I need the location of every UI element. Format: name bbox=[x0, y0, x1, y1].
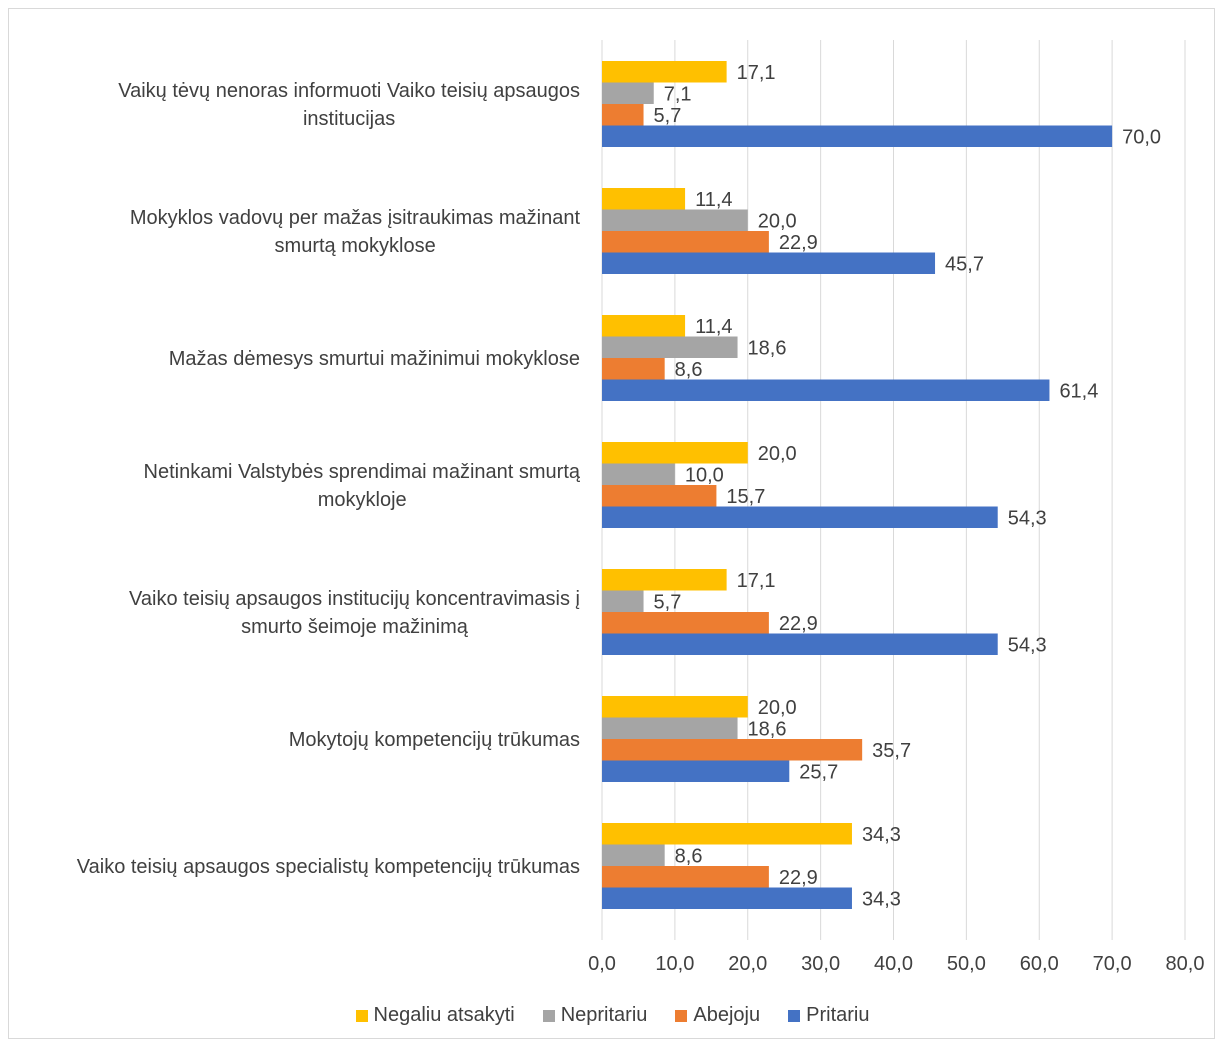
data-label: 11,4 bbox=[695, 316, 732, 338]
bar bbox=[602, 844, 665, 866]
legend-label: Negaliu atsakyti bbox=[373, 1004, 515, 1026]
legend-swatch bbox=[542, 1009, 555, 1022]
bar bbox=[602, 506, 998, 528]
legend-item: Nepritariu bbox=[542, 1004, 648, 1027]
bar bbox=[602, 485, 717, 507]
bar bbox=[602, 887, 852, 909]
bar bbox=[602, 739, 863, 761]
data-label: 54,3 bbox=[1008, 507, 1047, 529]
bar bbox=[602, 315, 686, 337]
data-label: 18,6 bbox=[748, 337, 787, 359]
legend-item: Negaliu atsakyti bbox=[355, 1004, 515, 1027]
data-label: 15,7 bbox=[726, 486, 765, 508]
data-label: 34,3 bbox=[862, 824, 901, 846]
data-label: 22,9 bbox=[779, 867, 818, 889]
bar bbox=[602, 760, 790, 782]
category-label: Vaiko teisių apsaugos specialistų kompet… bbox=[77, 856, 580, 878]
data-labels: 17,17,15,770,011,420,022,945,711,418,68,… bbox=[654, 62, 1162, 911]
bar bbox=[602, 358, 665, 380]
bar bbox=[602, 717, 738, 739]
bar bbox=[602, 188, 686, 210]
bar bbox=[602, 696, 748, 718]
category-label: Mokyklos vadovų per mažas įsitraukimas m… bbox=[130, 207, 581, 229]
legend-label: Pritariu bbox=[806, 1004, 870, 1026]
legend-item: Pritariu bbox=[788, 1004, 869, 1027]
data-label: 22,9 bbox=[779, 613, 818, 635]
data-label: 70,0 bbox=[1122, 126, 1161, 148]
bar bbox=[602, 379, 1050, 401]
data-label: 5,7 bbox=[654, 105, 682, 127]
category-label: institucijas bbox=[303, 108, 395, 130]
category-label: Vaikų tėvų nenoras informuoti Vaiko teis… bbox=[118, 80, 580, 102]
bar bbox=[602, 104, 644, 126]
x-axis-tick-labels: 0,0 10,0 20,0 30,0 40,0 50,0 60,0 70,0 80,0 bbox=[588, 953, 1204, 975]
data-label: 20,0 bbox=[758, 697, 797, 719]
data-label: 35,7 bbox=[872, 740, 911, 762]
bar bbox=[602, 336, 738, 358]
bar bbox=[602, 633, 998, 655]
category-label: Netinkami Valstybės sprendimai mažinant … bbox=[144, 461, 581, 483]
bar bbox=[602, 209, 748, 231]
data-label: 18,6 bbox=[748, 718, 787, 740]
data-label: 25,7 bbox=[799, 761, 838, 783]
legend: Negaliu atsakyti Nepritariu Abejoju Pritari… bbox=[0, 1004, 1225, 1027]
category-label: mokykloje bbox=[318, 489, 407, 511]
x-tick-label: 60,0 bbox=[1020, 953, 1059, 975]
data-label: 17,1 bbox=[737, 570, 776, 592]
bars bbox=[602, 61, 1113, 909]
category-labels: Vaikų tėvų nenoras informuoti Vaiko teis… bbox=[77, 80, 581, 878]
category-label: smurtą mokyklose bbox=[275, 235, 436, 257]
data-label: 34,3 bbox=[862, 888, 901, 910]
x-tick-label: 80,0 bbox=[1166, 953, 1205, 975]
data-label: 20,0 bbox=[758, 210, 797, 232]
data-label: 7,1 bbox=[664, 83, 692, 105]
legend-swatch bbox=[355, 1009, 368, 1022]
data-label: 8,6 bbox=[675, 845, 703, 867]
legend-swatch bbox=[675, 1009, 688, 1022]
x-tick-label: 70,0 bbox=[1093, 953, 1132, 975]
x-tick-label: 20,0 bbox=[728, 953, 767, 975]
bar bbox=[602, 612, 769, 634]
x-tick-label: 40,0 bbox=[874, 953, 913, 975]
bar bbox=[602, 61, 727, 83]
x-tick-label: 30,0 bbox=[801, 953, 840, 975]
legend-label: Abejoju bbox=[693, 1004, 761, 1026]
category-label: smurto šeimoje mažinimą bbox=[241, 616, 469, 638]
x-tick-label: 0,0 bbox=[588, 953, 616, 975]
legend-swatch bbox=[788, 1009, 801, 1022]
bar bbox=[602, 823, 852, 845]
bar bbox=[602, 231, 769, 253]
x-tick-label: 50,0 bbox=[947, 953, 986, 975]
data-label: 8,6 bbox=[675, 359, 703, 381]
bar bbox=[602, 125, 1113, 147]
bar bbox=[602, 569, 727, 591]
data-label: 22,9 bbox=[779, 232, 818, 254]
category-label: Mažas dėmesys smurtui mažinimui mokyklos… bbox=[169, 348, 580, 370]
data-label: 5,7 bbox=[654, 591, 682, 613]
data-label: 61,4 bbox=[1059, 380, 1098, 402]
data-label: 11,4 bbox=[695, 189, 732, 211]
legend-label: Nepritariu bbox=[560, 1004, 648, 1026]
bar bbox=[602, 866, 769, 888]
data-label: 10,0 bbox=[685, 464, 724, 486]
category-label: Vaiko teisių apsaugos institucijų koncen… bbox=[129, 588, 580, 610]
bar bbox=[602, 463, 675, 485]
data-label: 17,1 bbox=[737, 62, 776, 84]
bar bbox=[602, 252, 936, 274]
bar bbox=[602, 82, 654, 104]
data-label: 54,3 bbox=[1008, 634, 1047, 656]
data-label: 45,7 bbox=[945, 253, 984, 275]
bar bbox=[602, 590, 644, 612]
x-tick-label: 10,0 bbox=[655, 953, 694, 975]
category-label: Mokytojų kompetencijų trūkumas bbox=[289, 729, 580, 751]
data-label: 20,0 bbox=[758, 443, 797, 465]
legend-item: Abejoju bbox=[675, 1004, 760, 1027]
bar bbox=[602, 442, 748, 464]
